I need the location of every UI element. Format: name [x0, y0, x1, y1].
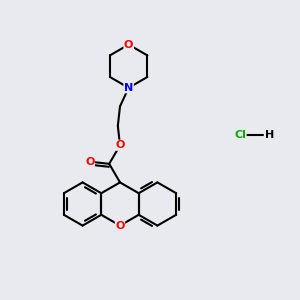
- Text: H: H: [266, 130, 274, 140]
- Text: N: N: [124, 83, 133, 93]
- Text: O: O: [124, 40, 133, 50]
- Text: O: O: [115, 220, 125, 231]
- Text: Cl: Cl: [234, 130, 246, 140]
- Text: O: O: [115, 140, 125, 150]
- Text: O: O: [85, 157, 94, 167]
